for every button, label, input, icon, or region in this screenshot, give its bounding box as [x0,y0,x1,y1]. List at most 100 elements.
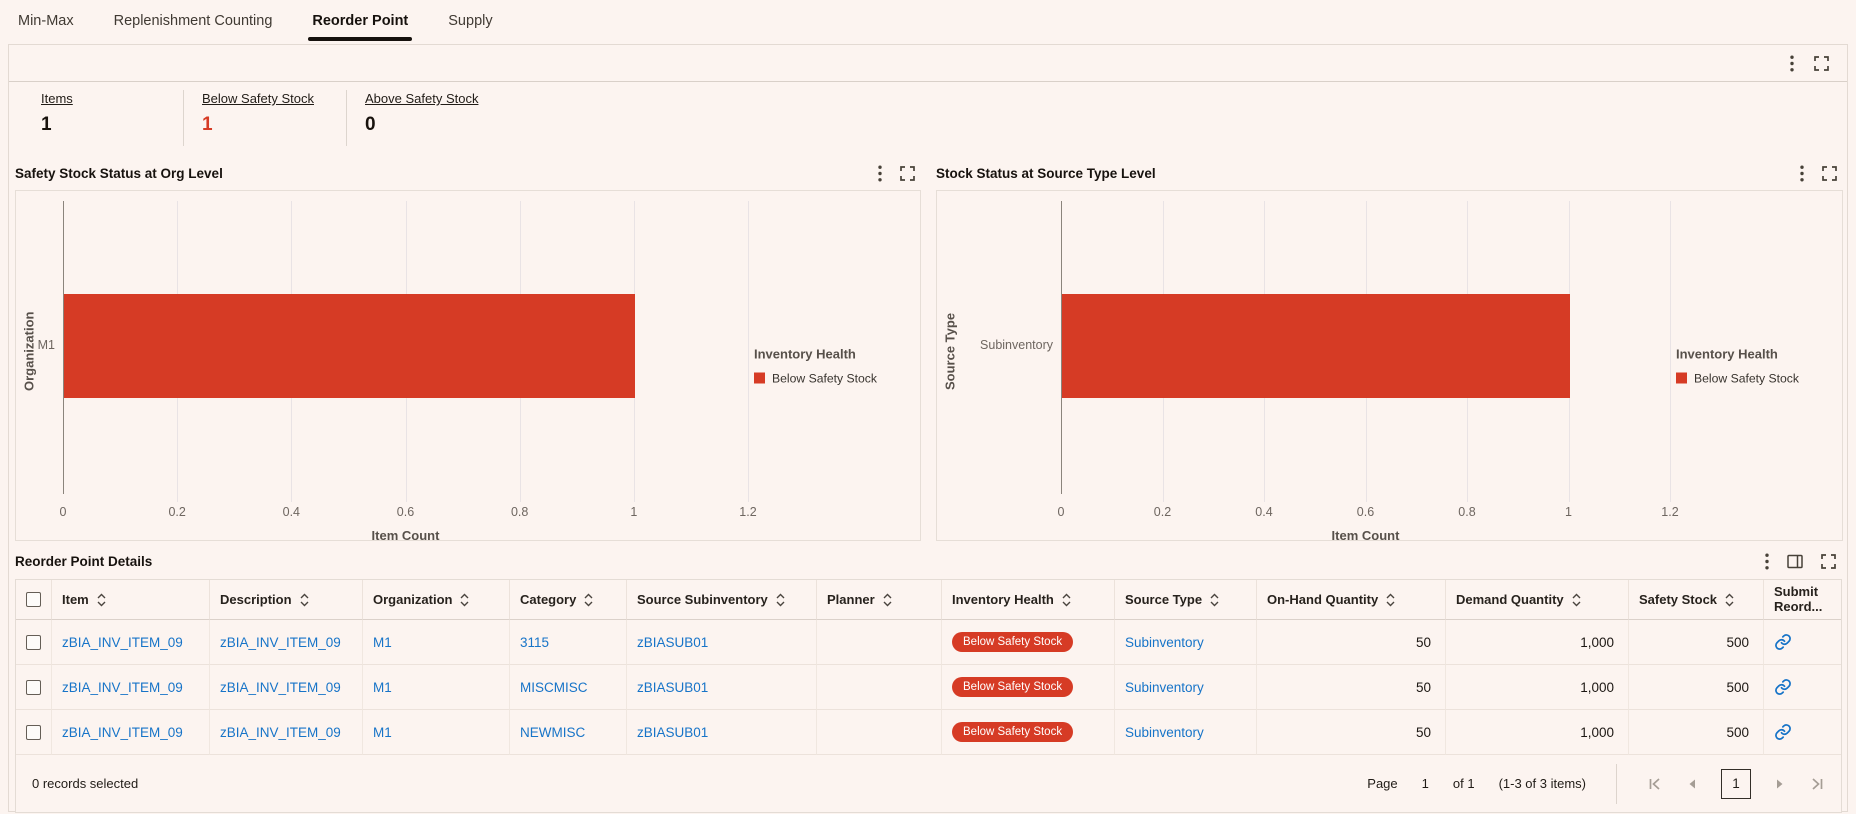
kebab-menu-icon[interactable] [878,165,882,182]
legend-item[interactable]: Below Safety Stock [754,371,914,385]
chart-title: Safety Stock Status at Org Level [15,165,223,181]
sort-icon[interactable] [882,592,893,608]
cell-source_subinventory: zBIASUB01 [627,665,817,710]
sort-icon[interactable] [459,592,470,608]
sort-icon[interactable] [1724,592,1735,608]
column-header-demand_quantity[interactable]: Demand Quantity [1446,580,1629,620]
tab-min-max[interactable]: Min-Max [18,13,74,29]
kpi-value: 0 [365,114,376,135]
organization-link[interactable]: M1 [373,724,392,740]
source_subinventory-link[interactable]: zBIASUB01 [637,679,709,695]
column-header-item[interactable]: Item [52,580,210,620]
inventory-health-badge: Below Safety Stock [952,722,1074,742]
legend-label: Below Safety Stock [1694,371,1799,385]
sort-icon[interactable] [1385,592,1396,608]
tab-supply[interactable]: Supply [448,13,493,29]
sort-icon[interactable] [1571,592,1582,608]
reorder-point-panel: Items 1 Below Safety Stock 1 Above Safety St… [8,44,1848,813]
tab-reorder-point[interactable]: Reorder Point [308,9,413,41]
row-checkbox[interactable] [26,634,41,650]
column-header-submit_reorder: Submit Reord... [1764,580,1841,620]
column-header-source_type[interactable]: Source Type [1115,580,1257,620]
category-link[interactable]: MISCMISC [520,679,588,695]
kebab-menu-icon[interactable] [1790,55,1794,72]
kpi-label-link[interactable]: Above Safety Stock [365,91,479,106]
organization-link[interactable]: M1 [373,634,392,650]
column-header-organization[interactable]: Organization [363,580,510,620]
sort-icon[interactable] [299,592,310,608]
source_type-link[interactable]: Subinventory [1125,634,1204,650]
description-link[interactable]: zBIA_INV_ITEM_09 [220,724,341,740]
legend-swatch [754,372,765,384]
column-header-category[interactable]: Category [510,580,627,620]
column-header-description[interactable]: Description [210,580,363,620]
organization-link[interactable]: M1 [373,679,392,695]
cell-category: NEWMISC [510,710,627,755]
column-header-inventory_health[interactable]: Inventory Health [942,580,1115,620]
submit-reorder-link-icon[interactable] [1774,678,1792,696]
expand-icon[interactable] [900,165,915,181]
legend-item[interactable]: Below Safety Stock [1676,371,1836,385]
expand-icon[interactable] [1822,165,1837,181]
description-link[interactable]: zBIA_INV_ITEM_09 [220,679,341,695]
last-page-icon[interactable] [1809,777,1825,791]
cell-demand_quantity: 1,000 [1446,620,1629,665]
source_type-link[interactable]: Subinventory [1125,724,1204,740]
column-header-safety_stock[interactable]: Safety Stock [1629,580,1764,620]
tab-replenishment-counting[interactable]: Replenishment Counting [113,13,273,29]
category-link[interactable]: NEWMISC [520,724,586,740]
sort-icon[interactable] [583,592,594,608]
bar-subinventory[interactable] [1062,294,1570,398]
row-checkbox[interactable] [26,679,41,695]
select-all-header[interactable] [16,580,52,620]
sort-icon[interactable] [775,592,786,608]
column-label: Submit Reord... [1774,583,1823,614]
first-page-icon[interactable] [1647,777,1663,791]
column-label: Demand Quantity [1456,592,1564,607]
panel-toolbar [9,45,1847,82]
kebab-menu-icon[interactable] [1800,165,1804,182]
source_subinventory-link[interactable]: zBIASUB01 [637,724,709,740]
kpi-value: 1 [41,114,52,135]
legend-swatch [1676,372,1687,384]
kpi-label-link[interactable]: Below Safety Stock [202,91,314,106]
row-checkbox[interactable] [26,724,41,740]
description-link[interactable]: zBIA_INV_ITEM_09 [220,634,341,650]
column-label: Category [520,592,577,607]
cell-item: zBIA_INV_ITEM_09 [52,710,210,755]
select-all-checkbox[interactable] [26,592,41,607]
column-header-source_subinventory[interactable]: Source Subinventory [627,580,817,620]
expand-icon[interactable] [1821,553,1836,569]
current-page-box[interactable]: 1 [1721,768,1751,799]
chart-legend: Inventory Health Below Safety Stock [754,346,914,385]
cell-source_subinventory: zBIASUB01 [627,710,817,755]
y-axis-line [63,201,64,494]
column-header-on_hand_quantity[interactable]: On-Hand Quantity [1257,580,1446,620]
demand_quantity-text: 1,000 [1580,679,1614,695]
manage-columns-icon[interactable] [1787,554,1803,569]
source_subinventory-link[interactable]: zBIASUB01 [637,634,709,650]
item-link[interactable]: zBIA_INV_ITEM_09 [62,634,183,650]
next-page-icon[interactable] [1775,778,1785,790]
item-link[interactable]: zBIA_INV_ITEM_09 [62,679,183,695]
source-type-bar-chart: Source Type Subinventory Inventory Healt… [936,190,1843,543]
safety_stock-text: 500 [1726,679,1749,695]
column-label: Source Subinventory [637,592,768,607]
kpi-tile-items: Items 1 [9,90,184,146]
bar-m1[interactable] [64,294,635,398]
kebab-menu-icon[interactable] [1765,553,1769,570]
source_type-link[interactable]: Subinventory [1125,679,1204,695]
legend-title: Inventory Health [754,346,856,361]
expand-icon[interactable] [1814,55,1829,71]
kpi-label-link[interactable]: Items [41,91,73,106]
sort-icon[interactable] [1061,592,1072,608]
previous-page-icon[interactable] [1687,778,1697,790]
item-link[interactable]: zBIA_INV_ITEM_09 [62,724,183,740]
sort-icon[interactable] [96,592,107,608]
sort-icon[interactable] [1209,592,1220,608]
submit-reorder-link-icon[interactable] [1774,633,1792,651]
x-tick-label: 1 [630,505,638,519]
submit-reorder-link-icon[interactable] [1774,723,1792,741]
column-header-planner[interactable]: Planner [817,580,942,620]
category-link[interactable]: 3115 [520,634,550,650]
